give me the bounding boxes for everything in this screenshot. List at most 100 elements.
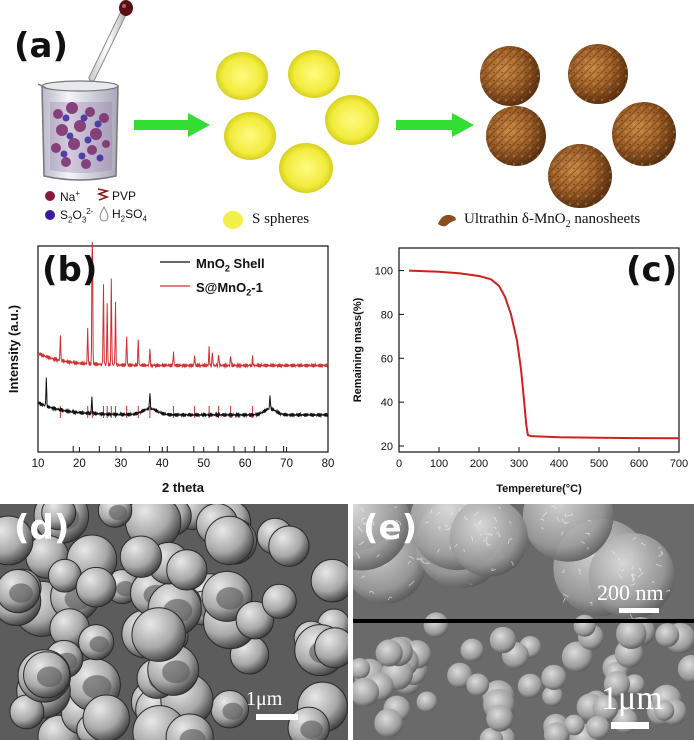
- sulfur-spheres: [216, 50, 379, 193]
- scale-bar-label-d: 1μm: [246, 688, 283, 710]
- sem-nanosheet: [620, 589, 623, 592]
- h2so4-sub2: 4: [142, 214, 147, 224]
- legend-mno2-shell-sub: 2: [224, 263, 230, 274]
- sem-nanosheet: [562, 518, 567, 523]
- y-tick-label: 80: [381, 309, 393, 321]
- x-tick-label: 200: [470, 458, 488, 470]
- sem-nanosheet: [409, 580, 415, 586]
- sem-small-sphere: [655, 623, 680, 648]
- sem-shell-opening: [9, 583, 33, 603]
- sem-nanosheet: [618, 574, 623, 579]
- sem-nanosheet: [577, 569, 581, 575]
- thio-s: S: [60, 208, 69, 222]
- sem-nanosheet: [371, 520, 375, 526]
- sem-nanosheet: [483, 536, 489, 542]
- sem-nanosheet: [567, 514, 572, 517]
- scale-bar-label-e-top: 200 nm: [597, 580, 664, 605]
- sem-nanosheet: [408, 555, 414, 560]
- x-tick-label: 80: [322, 458, 335, 470]
- sem-nanosheet: [564, 521, 570, 524]
- sem-sphere: [314, 627, 348, 669]
- sem-nanosheet: [486, 543, 490, 547]
- y-axis-label: Remaining mass(%): [352, 297, 364, 402]
- sem-nanosheet: [632, 574, 635, 580]
- pvp-icon: [97, 188, 109, 201]
- sem-nanosheet: [395, 520, 402, 526]
- sem-sphere: [131, 607, 187, 662]
- tga-curve: [408, 269, 680, 440]
- sem-small-sphere: [466, 673, 490, 697]
- nanosheets-label: Ultrathin δ-MnO: [464, 211, 566, 227]
- sem-small-sphere: [374, 708, 404, 738]
- thio-sup: 2-: [86, 207, 94, 216]
- sem-small-sphere: [353, 657, 371, 679]
- sem-small-sphere: [375, 639, 403, 667]
- sem-nanosheet: [562, 593, 569, 598]
- x-tick-label: 30: [114, 458, 127, 470]
- sem-small-sphere: [592, 695, 619, 721]
- panel-e-letter: (e): [363, 508, 418, 548]
- panel-b-letter: (b): [42, 250, 98, 290]
- sem-nanosheet: [376, 554, 380, 558]
- sem-nanosheet: [360, 507, 364, 513]
- sem-shell-opening: [89, 636, 109, 653]
- sem-nanosheet: [562, 569, 565, 574]
- na-ion-icon: [45, 191, 55, 201]
- sem-shell-opening: [222, 702, 244, 720]
- sem-nanosheet: [436, 512, 441, 516]
- sem-nanosheet: [631, 577, 636, 582]
- sem-nanosheet: [366, 522, 373, 527]
- sem-nanosheet: [562, 597, 566, 603]
- sem-small-sphere: [653, 700, 675, 721]
- x-tick-label: 300: [510, 458, 528, 470]
- sem-nanosheet: [660, 550, 663, 555]
- sem-shell-opening: [162, 660, 191, 684]
- sem-nanosheet: [477, 520, 482, 524]
- nanosheets-label-end: nanosheets: [570, 211, 641, 227]
- sem-sphere: [166, 549, 208, 591]
- sem-nanosheet: [463, 549, 465, 552]
- sem-sphere: [235, 600, 275, 640]
- beaker-icon: [37, 80, 119, 181]
- sem-nanosheet: [369, 591, 375, 595]
- sem-nanosheet: [361, 575, 366, 579]
- series-line: [37, 377, 329, 419]
- y-axis-label: Intensity (a.u.): [6, 305, 21, 393]
- sem-nanosheet: [416, 557, 423, 560]
- sem-nanosheet: [632, 537, 637, 540]
- y-tick-label: 60: [381, 353, 393, 365]
- x-tick-label: 0: [396, 458, 402, 470]
- sem-small-sphere: [624, 674, 645, 695]
- x-tick-label: 10: [32, 458, 45, 470]
- sem-nanosheet: [385, 539, 388, 541]
- sulfur-sphere-legend-icon: [223, 211, 243, 229]
- legend-s-mno2-sub: 2: [246, 287, 252, 298]
- sem-nanosheet: [493, 526, 497, 529]
- sem-nanosheet: [631, 566, 634, 570]
- x-tick-label: 70: [280, 458, 293, 470]
- plot-frame: [398, 247, 680, 453]
- sem-shell-opening: [36, 666, 63, 688]
- sem-nanosheet: [556, 516, 560, 523]
- sem-small-sphere: [416, 691, 438, 713]
- sem-nanosheet: [424, 521, 430, 524]
- sem-image-e: (e) 200 nm 1μm: [353, 504, 694, 740]
- sem-image-d: (d) 1μm: [0, 504, 348, 740]
- plot-frame: [37, 245, 329, 453]
- sem-nanosheet: [541, 527, 544, 530]
- sem-shell-opening: [300, 720, 323, 739]
- sem-nanosheet: [424, 562, 430, 565]
- sem-sphere: [261, 583, 297, 619]
- sem-nanosheet: [443, 524, 449, 527]
- sem-small-sphere: [353, 677, 380, 707]
- sem-small-sphere: [585, 715, 610, 740]
- sem-small-sphere: [460, 638, 484, 662]
- sem-sphere: [0, 515, 34, 566]
- x-tick-label: 600: [630, 458, 648, 470]
- sem-nanosheet: [617, 557, 620, 561]
- sem-nanosheet: [478, 521, 481, 526]
- x-axis-label: 2 theta: [162, 480, 205, 495]
- sem-small-sphere: [541, 664, 567, 690]
- panel-d-letter: (d): [14, 508, 70, 548]
- sem-sphere: [41, 504, 77, 531]
